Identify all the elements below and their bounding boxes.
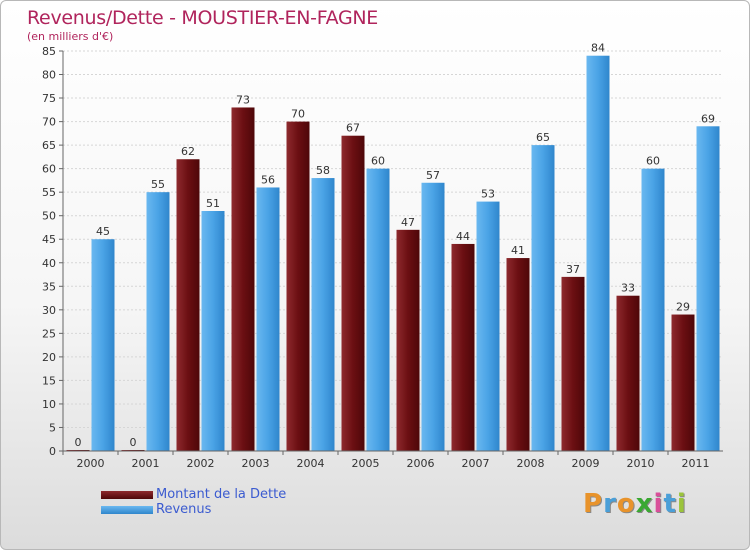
logo-letter: o [616, 489, 636, 519]
y-tick-label: 80 [42, 69, 56, 82]
y-tick-label: 85 [42, 45, 56, 58]
data-label-dette: 41 [511, 244, 525, 257]
data-label-revenus: 58 [316, 164, 330, 177]
y-tick-label: 10 [42, 398, 56, 411]
data-label-revenus: 84 [591, 42, 605, 55]
bar-revenus [696, 126, 720, 451]
bar-dette [671, 314, 695, 451]
y-tick-label: 45 [42, 233, 56, 246]
bar-revenus [146, 192, 170, 452]
data-label-dette: 37 [566, 263, 580, 276]
bar-dette [451, 243, 475, 451]
bar-dette [286, 121, 310, 452]
y-tick-label: 25 [42, 327, 56, 340]
legend-swatch-dette [101, 491, 153, 499]
bar-dette [616, 295, 640, 451]
y-tick-label: 15 [42, 374, 56, 387]
bar-revenus [201, 211, 225, 451]
bar-revenus [421, 182, 445, 451]
data-label-dette: 73 [236, 93, 250, 106]
data-label-revenus: 45 [96, 225, 110, 238]
bar-revenus [311, 178, 335, 451]
data-label-revenus: 60 [646, 155, 660, 168]
bar-dette [561, 276, 585, 451]
y-tick-label: 70 [42, 116, 56, 129]
logo-letter: i [676, 489, 687, 519]
logo-letter: r [603, 489, 617, 519]
data-label-dette: 0 [75, 436, 82, 449]
data-label-dette: 70 [291, 108, 305, 121]
logo-letter: t [663, 489, 677, 519]
data-label-dette: 0 [130, 436, 137, 449]
data-label-dette: 47 [401, 216, 415, 229]
data-label-dette: 33 [621, 282, 635, 295]
grid-lines [63, 50, 723, 428]
y-tick-label: 60 [42, 163, 56, 176]
data-label-revenus: 57 [426, 169, 440, 182]
bar-dette [231, 107, 255, 452]
data-label-dette: 67 [346, 122, 360, 135]
data-label-revenus: 69 [701, 112, 715, 125]
legend-swatch-revenus [101, 506, 153, 514]
bar-revenus [586, 55, 610, 452]
y-tick-label: 0 [49, 445, 56, 458]
proxiti-logo: Proxiti [583, 489, 687, 519]
chart-subtitle: (en milliers d'€) [27, 30, 114, 43]
x-tick-label: 2009 [572, 457, 600, 470]
y-tick-label: 5 [49, 421, 56, 434]
x-tick-label: 2008 [517, 457, 545, 470]
data-label-revenus: 65 [536, 131, 550, 144]
x-tick-label: 2004 [297, 457, 325, 470]
bar-revenus [531, 145, 555, 451]
chart-title: Revenus/Dette - MOUSTIER-EN-FAGNE [27, 7, 378, 29]
bar-dette [341, 135, 365, 452]
data-label-revenus: 60 [371, 155, 385, 168]
y-tick-label: 75 [42, 92, 56, 105]
bar-revenus [91, 239, 115, 451]
data-label-revenus: 51 [206, 197, 220, 210]
y-tick-label: 65 [42, 139, 56, 152]
bar-dette [506, 258, 530, 451]
x-tick-label: 2005 [352, 457, 380, 470]
x-tick-label: 2003 [242, 457, 270, 470]
logo-letter: i [653, 489, 664, 519]
y-tick-label: 35 [42, 280, 56, 293]
bars [66, 55, 720, 452]
x-tick-label: 2001 [132, 457, 160, 470]
x-tick-label: 2011 [682, 457, 710, 470]
bar-dette [396, 229, 420, 451]
y-tick-label: 30 [42, 304, 56, 317]
data-label-dette: 29 [676, 301, 690, 314]
bar-revenus [476, 201, 500, 451]
x-tick-label: 2006 [407, 457, 435, 470]
legend-label-dette: Montant de la Dette [156, 487, 287, 502]
data-label-revenus: 56 [261, 173, 275, 186]
logo-letter: P [583, 489, 604, 519]
logo-letter: x [635, 489, 654, 519]
bar-dette [176, 159, 200, 451]
data-labels: 0 45 0 55 62 51 73 56 70 58 67 60 47 57 44 53 41 65 37 84 33… [75, 42, 716, 449]
data-label-revenus: 55 [151, 178, 165, 191]
x-tick-label: 2002 [187, 457, 215, 470]
x-tick-label: 2010 [627, 457, 655, 470]
bar-revenus [641, 168, 665, 451]
y-tick-label: 20 [42, 351, 56, 364]
y-tick-label: 40 [42, 257, 56, 270]
bar-revenus [256, 187, 280, 451]
y-tick-label: 50 [42, 210, 56, 223]
data-label-dette: 44 [456, 230, 470, 243]
x-tick-label: 2000 [77, 457, 105, 470]
legend-label-revenus: Revenus [156, 502, 212, 517]
data-label-revenus: 53 [481, 188, 495, 201]
data-label-dette: 62 [181, 145, 195, 158]
bar-revenus [366, 168, 390, 451]
x-tick-label: 2007 [462, 457, 490, 470]
y-tick-label: 55 [42, 186, 56, 199]
